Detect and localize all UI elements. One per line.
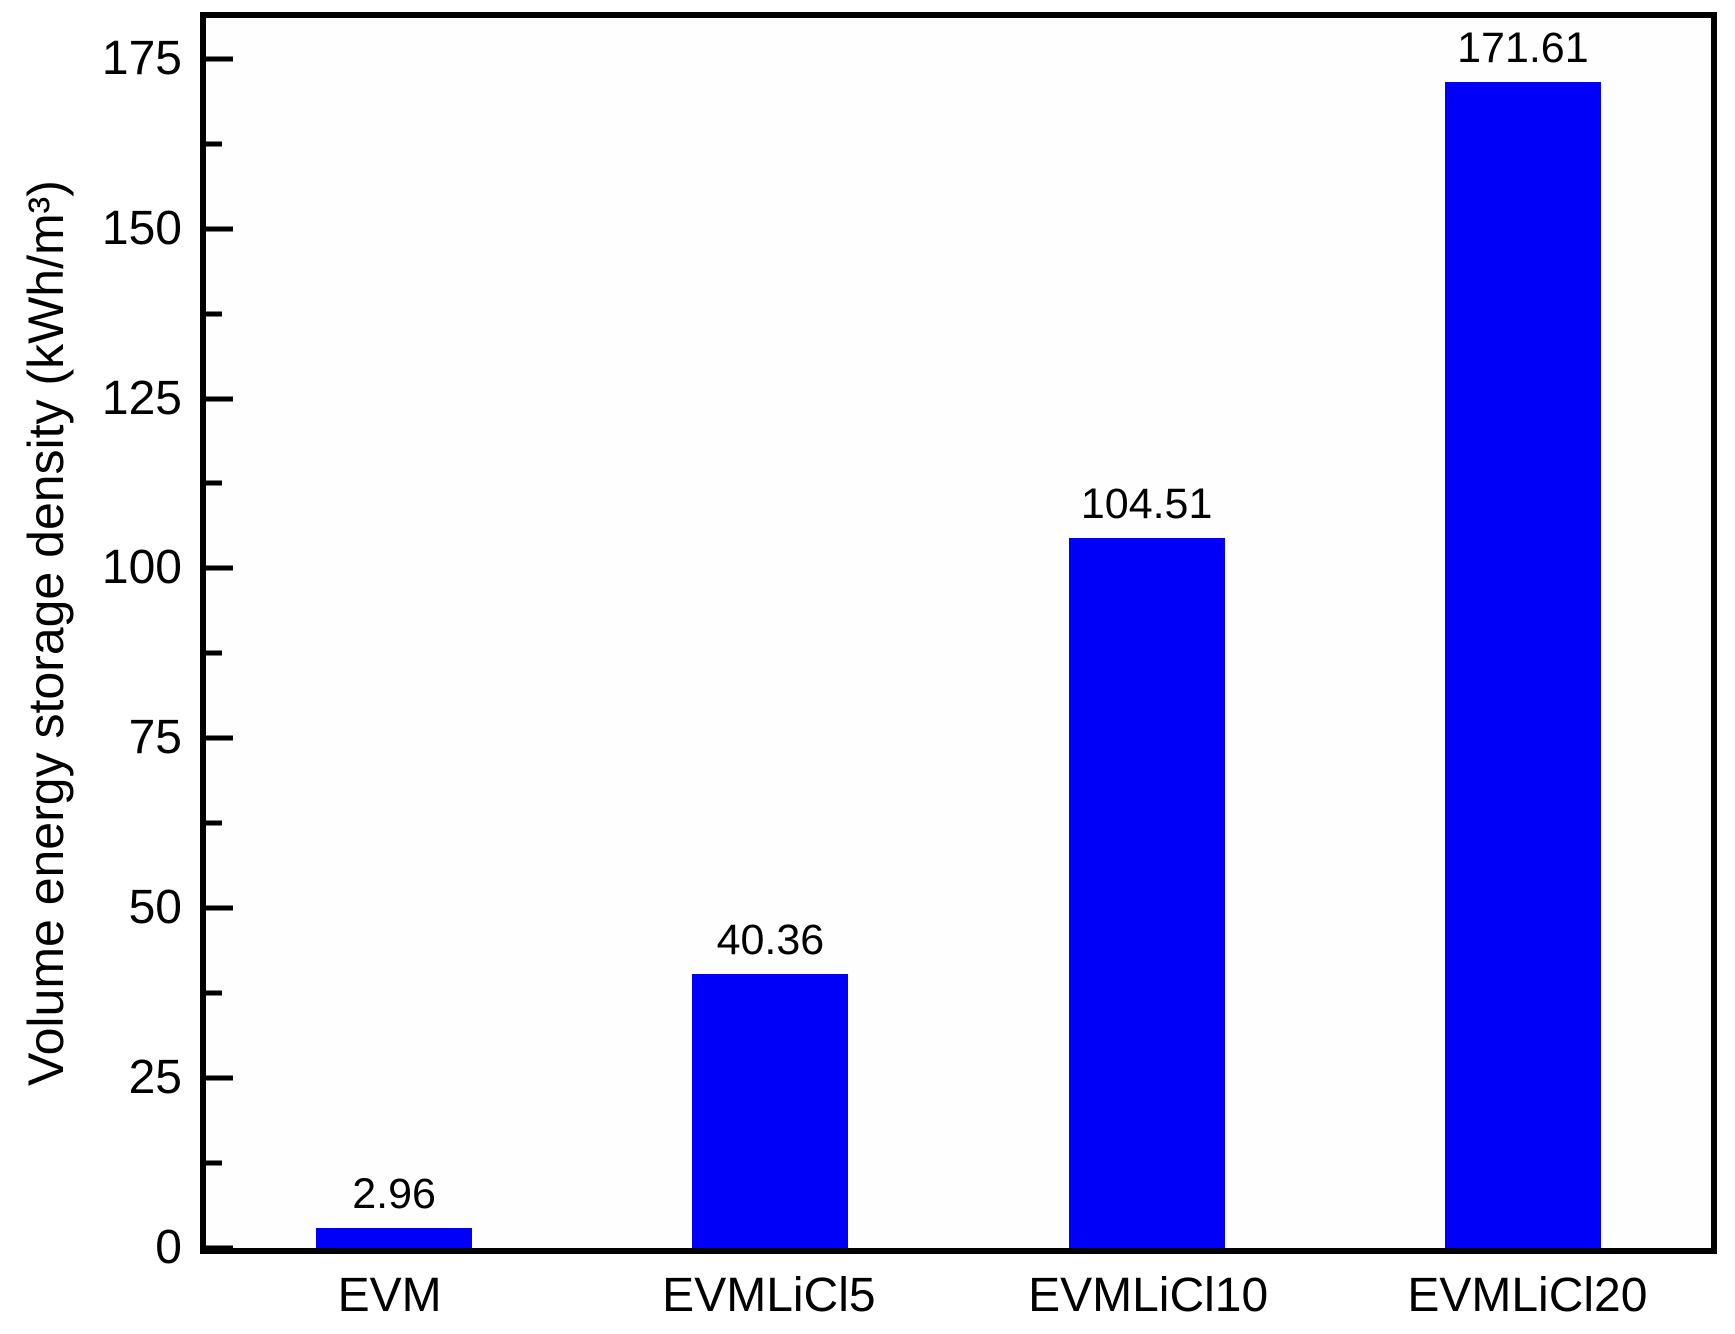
y-tick-label: 50 xyxy=(128,881,182,935)
y-tick-label: 175 xyxy=(101,31,182,85)
x-category-label: EVMLiCl5 xyxy=(662,1269,876,1322)
y-major-tick-mark xyxy=(206,226,233,232)
y-minor-tick-mark xyxy=(206,480,222,486)
bar xyxy=(692,973,849,1248)
y-minor-tick-mark xyxy=(206,311,222,317)
y-major-tick-mark xyxy=(206,1245,233,1251)
bar xyxy=(316,1227,473,1248)
x-axis-label-row: EVM EVMLiCl5 EVMLiCl10 EVMLiCl20 xyxy=(200,1272,1717,1332)
y-major-tick-mark xyxy=(206,565,233,571)
x-category-label: EVMLiCl10 xyxy=(1028,1269,1269,1322)
y-tick-label: 150 xyxy=(101,201,182,255)
y-major-tick-mark xyxy=(206,1075,233,1081)
y-major-tick-mark xyxy=(206,56,233,62)
y-tick-label: 100 xyxy=(101,541,182,595)
y-tick-label-column: 0 25 50 75 100 125 150 175 xyxy=(0,18,182,1271)
bar-value-label: 40.36 xyxy=(716,915,825,964)
y-minor-tick-mark xyxy=(206,820,222,826)
y-minor-tick-mark xyxy=(206,141,222,147)
y-tick-label: 0 xyxy=(155,1221,182,1274)
y-tick-label: 75 xyxy=(128,711,182,765)
y-tick-label: 125 xyxy=(101,371,182,425)
y-major-tick-mark xyxy=(206,905,233,911)
x-category-label: EVM xyxy=(337,1269,442,1322)
y-tick-label: 25 xyxy=(128,1051,182,1105)
y-minor-tick-mark xyxy=(206,650,222,656)
y-minor-tick-mark xyxy=(206,1160,222,1166)
y-major-tick-mark xyxy=(206,735,233,741)
bar xyxy=(1068,537,1225,1248)
plot-area: 2.96 40.36 104.51 171.61 xyxy=(200,12,1717,1254)
bar-value-label: 171.61 xyxy=(1457,23,1589,72)
y-minor-tick-mark xyxy=(206,990,222,996)
bar-value-label: 2.96 xyxy=(352,1169,436,1218)
bar xyxy=(1444,81,1601,1248)
y-major-tick-mark xyxy=(206,396,233,402)
bar-value-label: 104.51 xyxy=(1080,479,1213,528)
x-category-label: EVMLiCl20 xyxy=(1407,1269,1648,1322)
